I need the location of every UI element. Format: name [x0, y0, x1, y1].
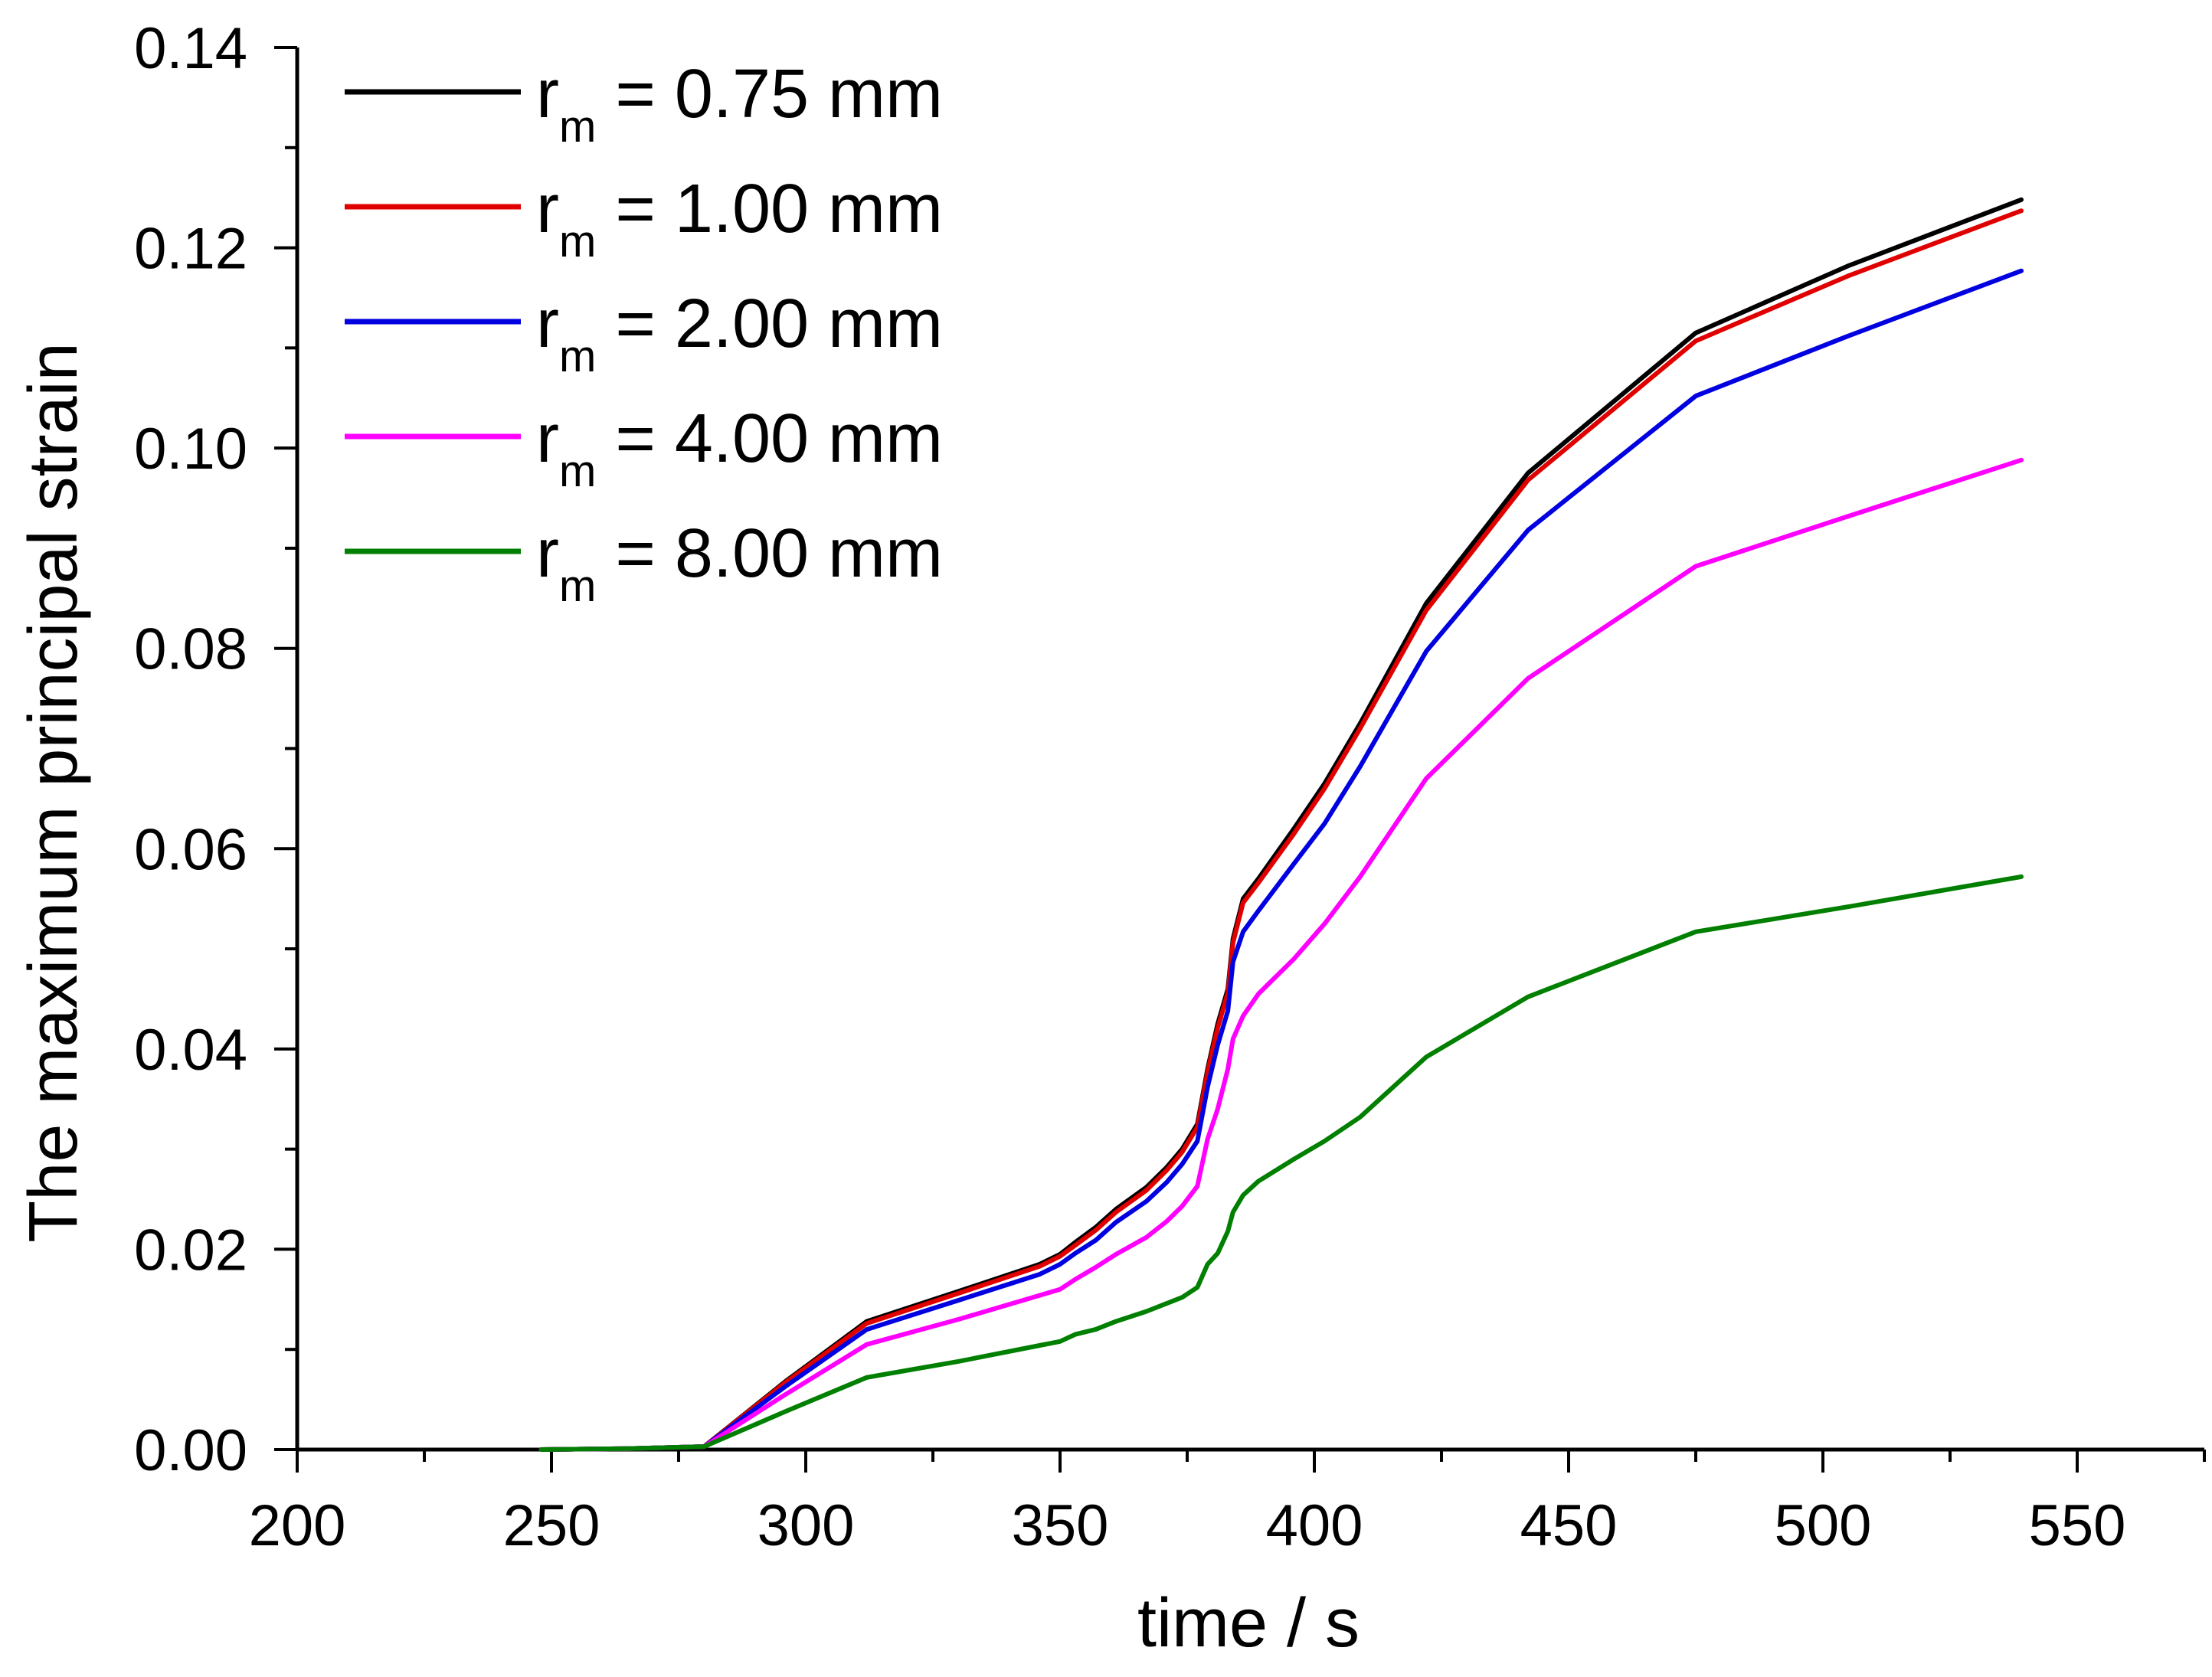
x-tick-label: 200	[249, 1493, 346, 1558]
x-tick-label: 550	[2029, 1493, 2126, 1558]
x-tick-label: 400	[1266, 1493, 1363, 1558]
x-tick-label: 350	[1012, 1493, 1109, 1558]
x-tick-label: 300	[758, 1493, 855, 1558]
y-tick-label: 0.00	[134, 1418, 247, 1483]
y-tick-label: 0.04	[134, 1018, 247, 1083]
legend: rm = 0.75 mm rm = 1.00 mm rm = 2.00 mm rm =…	[345, 56, 943, 611]
y-axis-title: The maximum principal strain	[15, 342, 92, 1242]
series-line-4	[538, 457, 2024, 1452]
plot-area	[538, 197, 2024, 1452]
x-tick-label: 250	[503, 1493, 600, 1558]
y-tick-label: 0.06	[134, 817, 247, 882]
axes: 200 250 300 350 400 450 500 550 0.00 0.02 0.04 0.06…	[134, 16, 2206, 1558]
legend-label-4: rm = 4.00 mm	[536, 400, 943, 496]
series-line-1	[538, 197, 2024, 1452]
y-tick-label: 0.08	[134, 617, 247, 682]
y-tick-label: 0.14	[134, 16, 247, 81]
series-line-2	[538, 208, 2024, 1452]
legend-label-2: rm = 1.00 mm	[536, 171, 943, 266]
x-tick-label: 450	[1520, 1493, 1618, 1558]
x-axis-title: time / s	[1137, 1585, 1360, 1662]
legend-label-1: rm = 0.75 mm	[536, 56, 943, 152]
y-tick-label: 0.02	[134, 1218, 247, 1283]
y-tick-label: 0.10	[134, 417, 247, 482]
x-tick-label: 500	[1775, 1493, 1872, 1558]
series-line-5	[538, 874, 2024, 1452]
y-tick-label: 0.12	[134, 217, 247, 282]
legend-label-5: rm = 8.00 mm	[536, 515, 943, 611]
series-line-3	[538, 268, 2024, 1452]
legend-label-3: rm = 2.00 mm	[536, 286, 943, 381]
